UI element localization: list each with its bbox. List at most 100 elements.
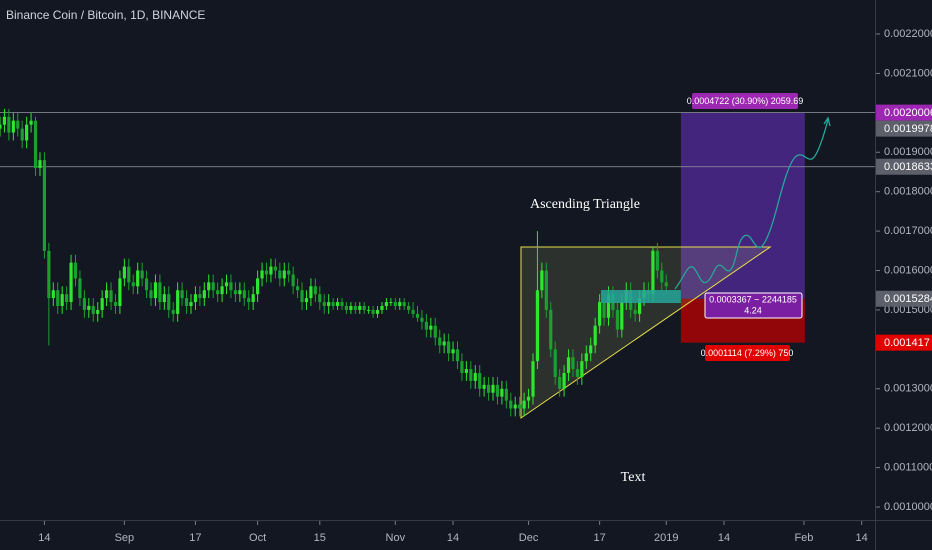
candle-body [375, 309, 380, 314]
candle-body [96, 309, 100, 314]
x-tick-label: 17 [189, 532, 201, 544]
candle-body [82, 298, 86, 310]
candle-body [473, 373, 477, 381]
y-tick-label: 0.0013000 [884, 383, 932, 395]
projection-arrow [823, 116, 831, 127]
y-tick-label: 0.0022000 [884, 28, 932, 40]
candle-body [20, 128, 24, 141]
x-tick-label: Sep [115, 532, 135, 544]
candle-body [60, 294, 64, 307]
candle-body [562, 373, 566, 389]
y-tick-label: 0.0017000 [884, 225, 932, 237]
candle-body [513, 404, 517, 409]
candle-body [229, 282, 233, 291]
candle-body [158, 282, 162, 303]
projection-path [674, 118, 829, 290]
candle-body [100, 298, 104, 310]
candle-body [420, 317, 424, 322]
candle-body [313, 286, 317, 295]
candle-body [224, 282, 229, 287]
candle-body [171, 309, 175, 314]
candle-body [260, 270, 264, 279]
candle-body [167, 294, 171, 310]
candle-body [518, 404, 522, 409]
plot-area [0, 108, 875, 419]
candle-body [553, 349, 557, 377]
candle-body [327, 302, 331, 307]
info-label: 0.0003367 ~ 2244185 [709, 294, 797, 304]
candle-body [140, 270, 144, 279]
candle-body [180, 290, 184, 299]
candle-body [549, 309, 553, 350]
target-label: 0.0004722 (30.90%) 2059.69 [687, 96, 804, 106]
candle-body [7, 116, 11, 133]
candle-body [242, 290, 246, 299]
candle-body [11, 120, 15, 133]
candle-body [16, 120, 20, 129]
candle-body [455, 349, 460, 362]
chart-title: Binance Coin / Bitcoin, 1D, BINANCE [6, 8, 205, 22]
candle-body [589, 345, 593, 354]
candle-body [233, 290, 238, 295]
candle-body [269, 266, 273, 275]
x-tick-label: Nov [386, 532, 406, 544]
candle-body [367, 309, 371, 311]
candle-body [540, 270, 544, 291]
candle-body [593, 325, 597, 346]
candle-body [402, 302, 406, 307]
x-tick-label: 17 [593, 532, 605, 544]
candle-body [584, 353, 588, 362]
candle-body [136, 270, 140, 287]
candle-body [122, 266, 126, 279]
candle-body [478, 373, 482, 389]
candle-body [309, 286, 313, 299]
candle-body [380, 306, 384, 310]
price-badge [876, 334, 932, 351]
candle-body [500, 388, 504, 397]
candle-body [216, 290, 220, 295]
price-badge-label: 0.0019978 [884, 123, 932, 135]
candle-body [407, 306, 411, 310]
candle-body [664, 282, 668, 287]
y-tick-label: 0.0010000 [884, 501, 932, 513]
candle-body [73, 262, 78, 279]
candle-body [331, 302, 335, 307]
candle-body [580, 361, 584, 377]
candle-body [495, 384, 500, 397]
candle-body [371, 309, 375, 314]
candle-body [558, 376, 562, 389]
candle-body [251, 294, 255, 303]
candle-body [411, 309, 415, 314]
y-tick-label: 0.0016000 [884, 264, 932, 276]
price-badge-label: 0.0018633 [884, 161, 932, 173]
candle-body [33, 120, 38, 169]
candle-body [144, 278, 149, 291]
candle-body [633, 309, 637, 314]
candle-body [362, 306, 366, 310]
candle-body [29, 120, 33, 125]
candle-body [47, 250, 51, 299]
annotation-text: Ascending Triangle [530, 197, 640, 212]
candle-body [575, 369, 580, 377]
target-label-box [692, 93, 798, 109]
candle-body [109, 290, 113, 303]
candle-body [264, 270, 269, 275]
candle-body [202, 290, 206, 299]
candle-body [153, 282, 158, 299]
candle-body [291, 274, 295, 287]
candle-body [615, 309, 619, 330]
candle-body [56, 290, 60, 307]
x-tick-label: Dec [519, 532, 539, 544]
candle-body [509, 400, 513, 409]
candle-body [571, 357, 575, 370]
candle-body [220, 286, 224, 295]
candle-body [295, 286, 300, 291]
candle-body [433, 325, 437, 338]
annotation-text: Text [621, 470, 646, 485]
price-badge [876, 158, 932, 175]
x-tick-label: 2019 [654, 532, 678, 544]
info-label-box [704, 292, 803, 319]
candle-body [526, 396, 531, 401]
candle-body [535, 290, 540, 362]
candle-body [104, 290, 109, 299]
